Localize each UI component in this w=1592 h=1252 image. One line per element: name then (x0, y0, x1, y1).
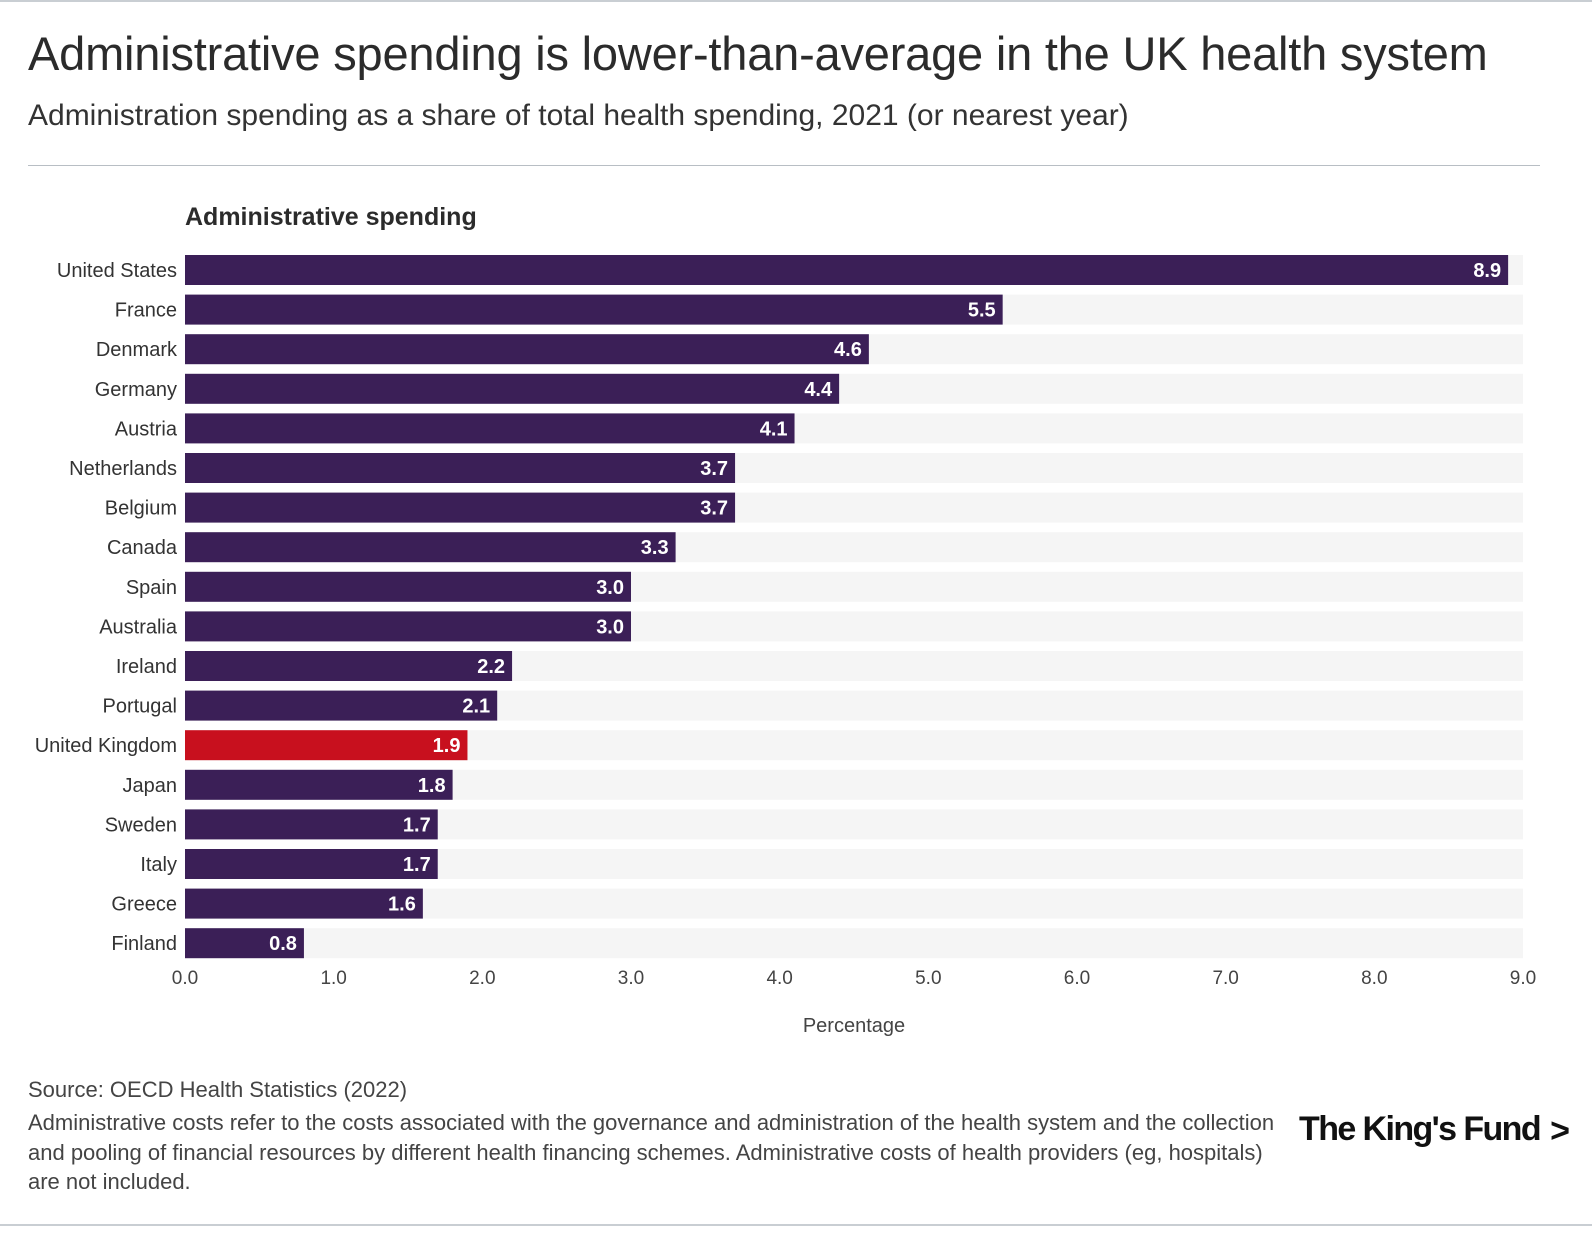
bar (185, 651, 513, 681)
bar-value-label: 2.1 (462, 696, 490, 718)
category-label: Japan (123, 775, 178, 797)
bar-value-label: 3.0 (596, 616, 624, 638)
x-tick-label: 3.0 (618, 968, 644, 989)
bar-value-label: 4.4 (804, 379, 833, 401)
bar (185, 413, 795, 444)
bar-value-label: 4.6 (834, 339, 862, 361)
bar (185, 334, 869, 365)
category-label: Finland (111, 933, 177, 955)
category-label: Canada (107, 537, 178, 559)
top-border (0, 0, 1592, 2)
bar (185, 373, 840, 404)
category-label: Spain (126, 577, 177, 599)
bar-value-label: 8.9 (1473, 260, 1501, 282)
logo-chevron-icon: > (1550, 1112, 1570, 1150)
bar (185, 294, 1003, 325)
page-title: Administrative spending is lower-than-av… (28, 27, 1488, 80)
value-labels: 8.9 5.5 4.64.4 4.1 3.7 3.7 3.3 3.0 3.0 2.2 2.11.9 1… (269, 260, 1501, 955)
bar-value-label: 0.8 (269, 933, 297, 955)
footnote: Administrative costs refer to the costs … (28, 1110, 1275, 1194)
bar-value-label: 2.2 (477, 656, 505, 678)
x-tick-label: 4.0 (766, 968, 792, 989)
x-tick-label: 6.0 (1064, 968, 1090, 989)
bar (185, 769, 453, 800)
category-labels: United States France Denmark Germany Austria… (35, 260, 178, 955)
source-note: Source: OECD Health Statistics (2022) (28, 1077, 408, 1102)
bar-value-label: 3.3 (641, 537, 669, 559)
bar (185, 453, 736, 483)
x-tick-label: 7.0 (1212, 968, 1238, 989)
category-label: Austria (115, 418, 178, 440)
bar-value-label: 3.7 (700, 498, 728, 520)
category-label: United States (57, 260, 177, 282)
bar (185, 532, 676, 563)
bar (185, 928, 304, 959)
category-label: Sweden (105, 814, 177, 836)
category-label: Australia (99, 616, 178, 638)
x-tick-label: 5.0 (915, 968, 941, 989)
x-tick-label: 8.0 (1361, 968, 1387, 989)
bar-value-label: 3.7 (700, 458, 728, 480)
bar-value-label: 1.6 (388, 894, 416, 916)
category-label: Greece (111, 894, 177, 916)
bar (185, 571, 631, 602)
kings-fund-logo: The King's Fund (1299, 1110, 1542, 1148)
category-label: Italy (140, 854, 177, 876)
bar-value-label: 1.8 (418, 775, 446, 797)
bar-value-label: 1.7 (403, 854, 431, 876)
bar (185, 888, 423, 919)
x-tick-label: 1.0 (320, 968, 346, 989)
bars (185, 255, 1509, 959)
bar (185, 255, 1509, 285)
bottom-border (0, 1224, 1592, 1226)
chart-title: Administrative spending (185, 203, 477, 231)
x-axis-ticks: 0.0 1.0 2.0 3.0 4.0 5.0 6.0 7.0 8.0 9.0 (172, 968, 1536, 989)
category-label: Portugal (103, 696, 178, 718)
bar (185, 809, 438, 840)
bar (185, 492, 736, 523)
bar (185, 849, 438, 879)
x-axis-label: Percentage (803, 1015, 905, 1037)
x-tick-label: 2.0 (469, 968, 495, 989)
x-tick-label: 9.0 (1510, 968, 1536, 989)
bar-value-label: 5.5 (968, 300, 996, 322)
bar-value-label: 4.1 (760, 418, 788, 440)
header-divider (28, 165, 1540, 166)
x-tick-label: 0.0 (172, 968, 198, 989)
category-label: Ireland (116, 656, 177, 678)
bar-highlight (185, 730, 468, 761)
bar-value-label: 3.0 (596, 577, 624, 599)
bar-value-label: 1.7 (403, 814, 431, 836)
category-label: United Kingdom (35, 735, 177, 757)
category-label: Denmark (96, 339, 178, 361)
page-subtitle: Administration spending as a share of to… (28, 99, 1129, 132)
bar-chart: Administrative spending United States Fra… (35, 203, 1537, 1037)
category-label: Belgium (105, 498, 177, 520)
bar-track (185, 928, 1523, 959)
bar (185, 611, 631, 642)
bar (185, 690, 498, 721)
category-label: Germany (95, 379, 177, 401)
bar-value-label: 1.9 (433, 735, 461, 757)
category-label: France (115, 300, 177, 322)
category-label: Netherlands (69, 458, 177, 480)
